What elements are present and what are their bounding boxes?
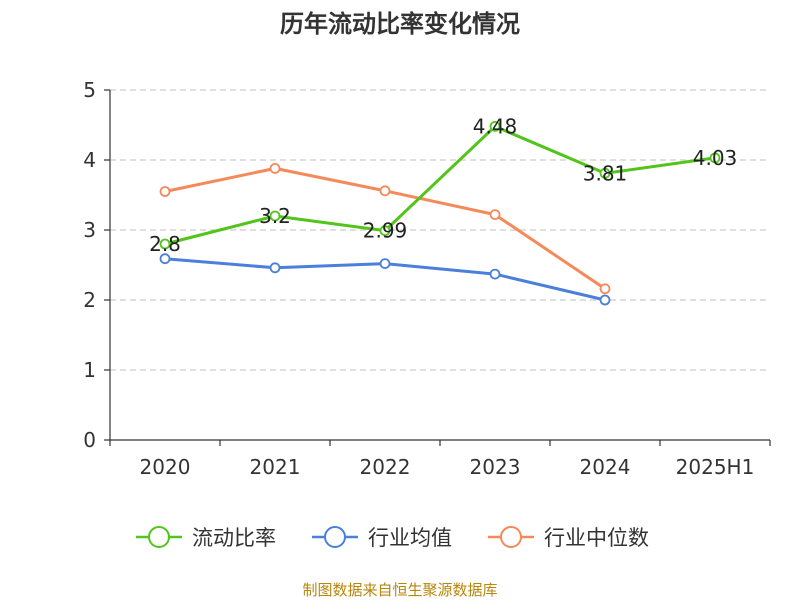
series-point: [379, 258, 391, 270]
legend[interactable]: 流动比率 行业均值 行业中位数: [136, 526, 649, 550]
y-tick-label: 2: [83, 288, 96, 312]
grid-lines: [110, 89, 770, 371]
x-tick-label: 2024: [580, 455, 631, 479]
data-labels: 2.8 3.2 2.99 4.48 3.81 4.03: [149, 114, 737, 256]
x-tick-label: 2025H1: [676, 455, 755, 479]
series-point: [159, 253, 171, 265]
axes: 0 1 2 3 4 5 2020 2021 2022 2023 2024 2025H1: [83, 78, 771, 479]
series-line: [164, 124, 716, 246]
y-tick-label: 5: [83, 78, 96, 102]
series-layer: [159, 121, 721, 306]
legend-label: 行业中位数: [544, 526, 649, 550]
data-label: 4.48: [473, 114, 518, 138]
source-note: 制图数据来自恒生聚源数据库: [302, 581, 497, 599]
series-point: [489, 268, 501, 280]
y-tick-label: 4: [83, 148, 96, 172]
data-label: 3.2: [259, 204, 291, 228]
series-point: [489, 121, 501, 132]
series-point: [379, 185, 391, 197]
x-tick-label: 2021: [250, 455, 301, 479]
series-point: [599, 283, 611, 295]
legend-marker: [148, 526, 170, 548]
series-point: [709, 152, 721, 164]
series-point: [159, 238, 171, 250]
data-label: 2.99: [363, 219, 408, 243]
series-point: [269, 262, 281, 274]
y-tick-label: 0: [83, 428, 96, 452]
legend-label: 流动比率: [192, 526, 276, 550]
series-point: [489, 209, 501, 221]
series-point: [599, 294, 611, 306]
legend-marker: [500, 526, 522, 548]
x-tick-label: 2020: [140, 455, 191, 479]
x-tick-label: 2023: [470, 455, 521, 479]
legend-item[interactable]: 流动比率: [136, 526, 276, 550]
y-tick-label: 1: [83, 358, 96, 382]
y-tick-label: 3: [83, 218, 96, 242]
series-point: [159, 186, 171, 197]
series-point: [599, 167, 611, 179]
legend-label: 行业均值: [368, 526, 452, 550]
data-label: 3.81: [583, 161, 628, 185]
legend-item[interactable]: 行业中位数: [488, 526, 649, 550]
data-label: 2.8: [149, 232, 181, 256]
series-point: [269, 210, 281, 222]
x-tick-label: 2022: [360, 455, 411, 479]
series-point: [269, 162, 281, 174]
legend-marker: [324, 526, 346, 548]
legend-item[interactable]: 行业均值: [312, 526, 452, 550]
chart-title: 历年流动比率变化情况: [280, 10, 520, 38]
series-point: [379, 225, 391, 237]
data-label: 4.03: [693, 146, 738, 170]
